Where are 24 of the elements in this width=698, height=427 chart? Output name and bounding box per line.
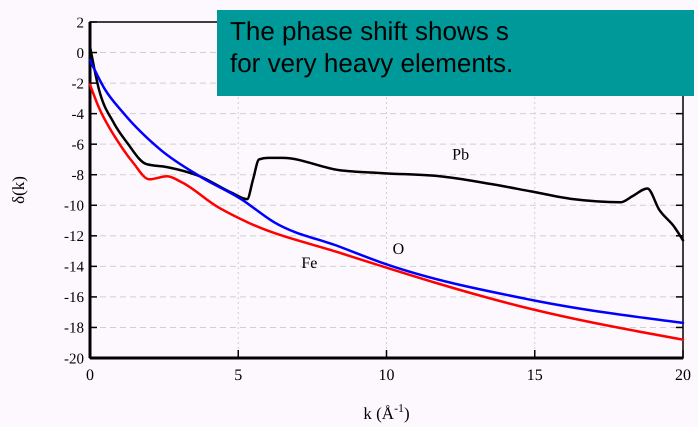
- series-label: Fe: [301, 254, 318, 272]
- y-tick-label: -8: [72, 168, 84, 184]
- x-tick-label: 10: [378, 367, 394, 384]
- y-axis-title: δ(k): [9, 176, 28, 204]
- y-tick-label: -2: [72, 76, 84, 92]
- annotation: The phase shift shows s: [230, 16, 509, 46]
- x-tick-label: 20: [675, 367, 691, 384]
- series-label: O: [392, 241, 404, 258]
- y-tick-label: 0: [76, 46, 84, 62]
- series-label: Pb: [452, 146, 470, 164]
- x-axis-title: k (Å$^{-1}$): [363, 401, 410, 423]
- annotation: for very heavy elements.: [230, 48, 514, 78]
- y-tick-label: -10: [64, 198, 84, 215]
- y-tick-label: -14: [64, 260, 84, 276]
- y-tick-label: 2: [76, 15, 84, 32]
- y-tick-label: -20: [64, 351, 84, 368]
- y-tick-label: -6: [72, 137, 84, 154]
- y-tick-label: -12: [64, 229, 84, 246]
- x-tick-label: 15: [526, 367, 543, 384]
- note-box: The phase shift shows s for very heavy elements.: [217, 10, 694, 96]
- y-tick-label: -16: [64, 290, 84, 306]
- x-tick-label: 5: [234, 367, 242, 384]
- y-tick-label: -18: [64, 320, 84, 337]
- y-tick-label: -4: [72, 106, 84, 123]
